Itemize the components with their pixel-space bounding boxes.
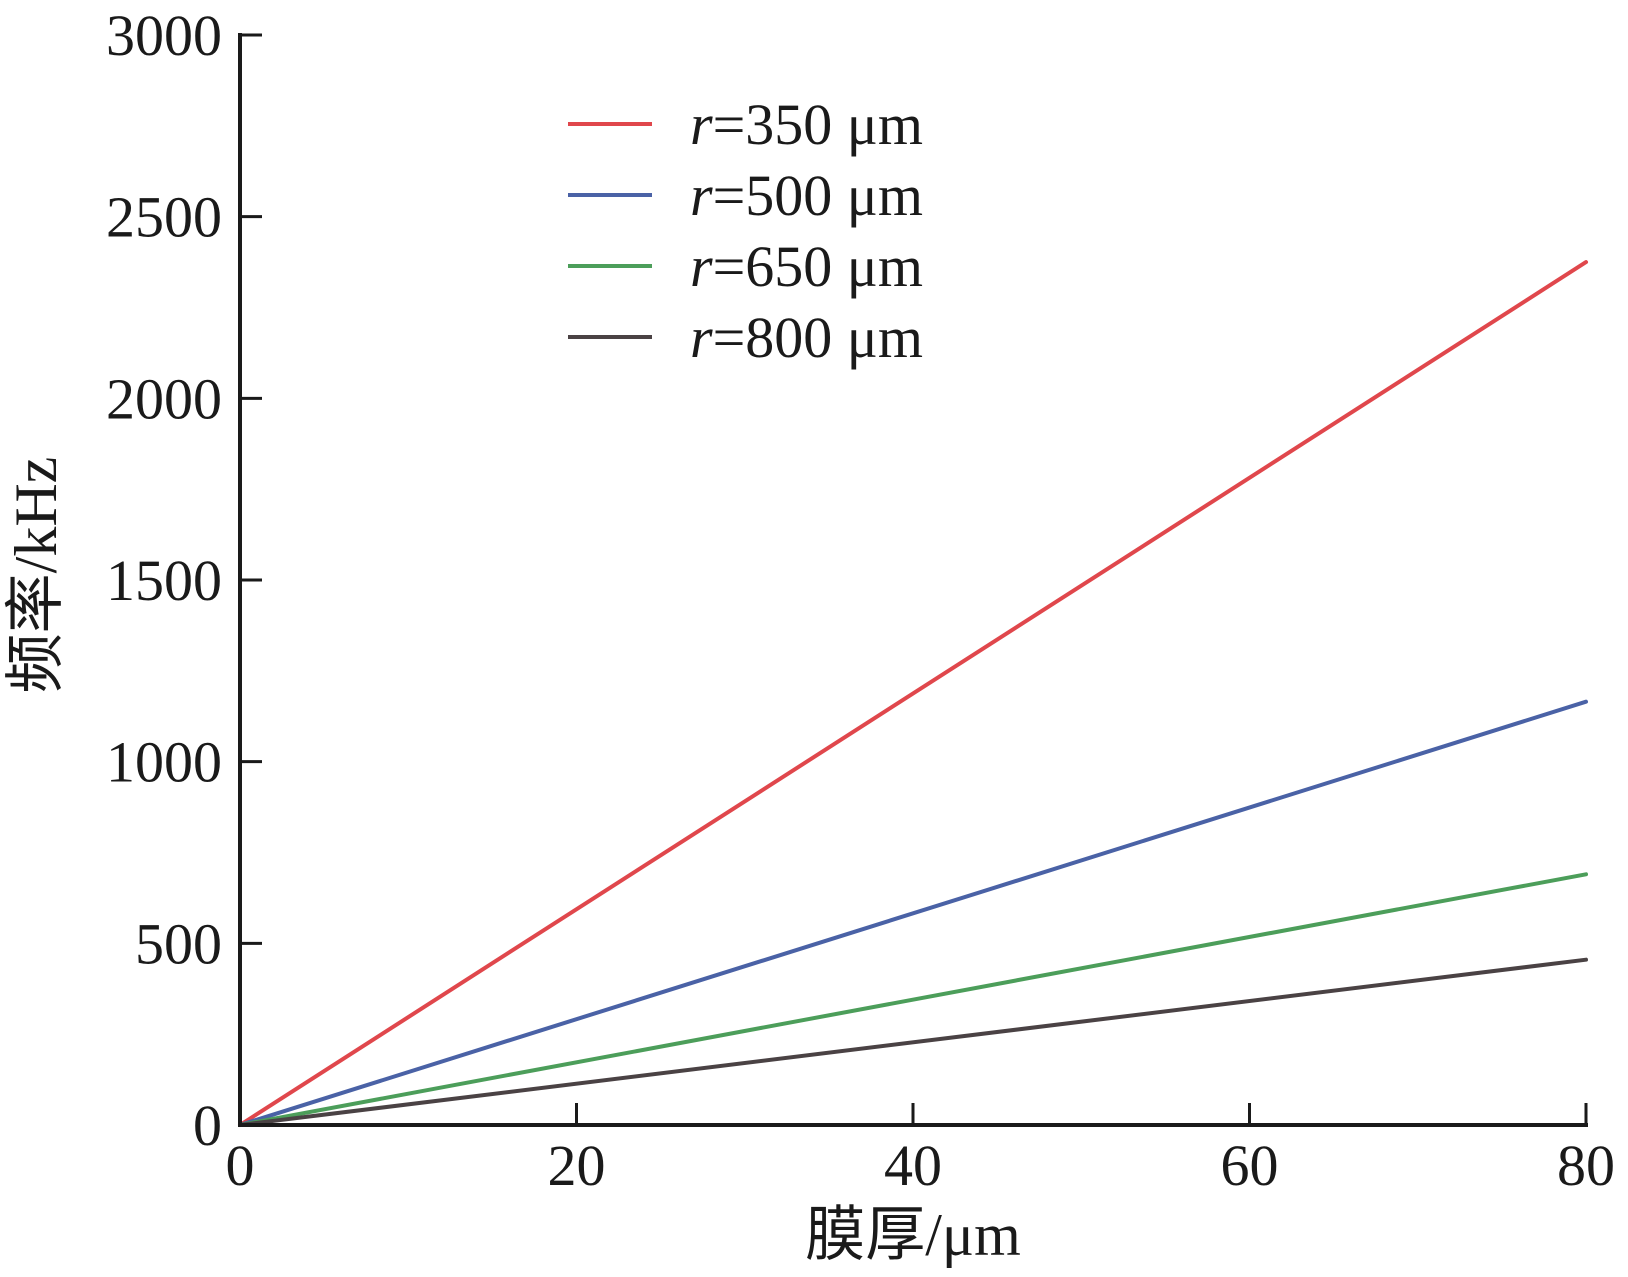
x-tick-label: 80 [1557, 1133, 1615, 1198]
legend-label-value: =650 μm [713, 234, 923, 299]
legend-label: r=350 μm [690, 92, 923, 157]
legend-item: r=500 μm [568, 163, 923, 228]
legend-label: r=500 μm [690, 163, 923, 228]
y-tick-label: 2500 [106, 185, 222, 250]
y-tick-label: 3000 [106, 3, 222, 68]
x-tick-label: 60 [1221, 1133, 1279, 1198]
y-axis-title: 频率/kHz [3, 457, 69, 694]
series-line-3 [238, 872, 1588, 1127]
legend-label-var: r [690, 305, 713, 370]
x-tick-label: 0 [226, 1133, 255, 1198]
legend-label-value: =500 μm [713, 163, 923, 228]
y-tick-label: 500 [135, 911, 222, 976]
legend-label-var: r [690, 234, 713, 299]
legend-label: r=650 μm [690, 234, 923, 299]
series-line-1 [238, 260, 1588, 1127]
legend-label-value: =350 μm [713, 92, 923, 157]
y-tick-label: 2000 [106, 366, 222, 431]
legend: r=350 μmr=500 μmr=650 μmr=800 μm [568, 92, 923, 370]
legend-label: r=800 μm [690, 305, 923, 370]
legend-item: r=650 μm [568, 234, 923, 299]
x-tick-label: 40 [884, 1133, 942, 1198]
legend-item: r=800 μm [568, 305, 923, 370]
y-tick-label: 1000 [106, 730, 222, 795]
legend-label-value: =800 μm [713, 305, 923, 370]
x-tick-label: 20 [548, 1133, 606, 1198]
legend-label-var: r [690, 163, 713, 228]
series-line-4 [238, 957, 1588, 1127]
legend-item: r=350 μm [568, 92, 923, 157]
series-layer [238, 260, 1588, 1127]
legend-label-var: r [690, 92, 713, 157]
y-tick-label: 1500 [106, 548, 222, 613]
y-axis-ticks: 0 500 1000 1500 2000 2500 3000 [106, 3, 262, 1158]
y-tick-label: 0 [193, 1093, 222, 1158]
x-axis-title: 膜厚/μm [805, 1202, 1021, 1268]
x-axis-ticks: 0 20 40 60 80 [226, 1103, 1615, 1198]
series-line-2 [238, 699, 1588, 1127]
